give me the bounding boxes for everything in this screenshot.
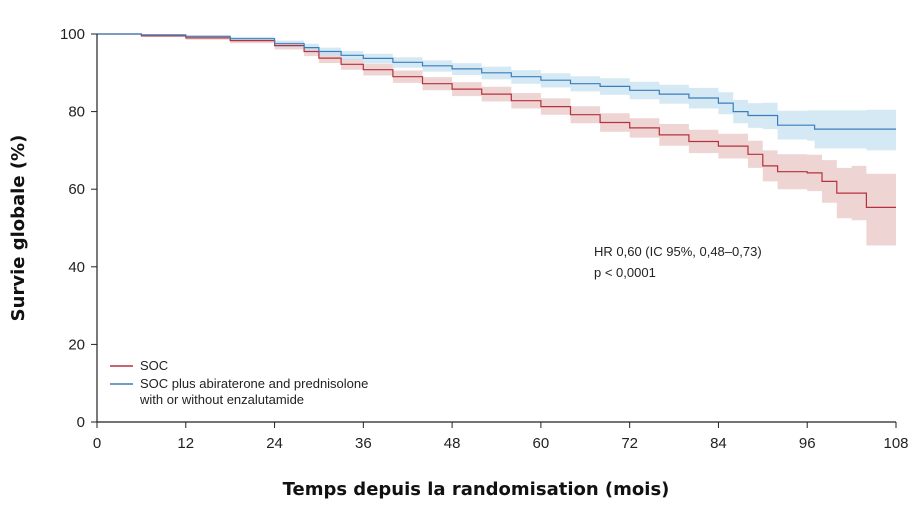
y-tick-label: 0 [77,414,85,431]
x-tick-label: 60 [533,435,550,452]
x-tick-label: 72 [621,435,638,452]
legend: SOC SOC plus abiraterone and prednisolon… [110,358,372,407]
survival-curves [97,33,896,208]
legend-label-line-2: with or without enzalutamide [139,392,304,407]
annotations: HR 0,60 (IC 95%, 0,48–0,73) p < 0,0001 [594,244,762,280]
hazard-ratio-annotation: HR 0,60 (IC 95%, 0,48–0,73) [594,244,762,259]
legend-label-soc-plus-abiraterone: SOC plus abiraterone and prednisolone wi… [139,376,372,407]
legend-label-line-1: SOC plus abiraterone and prednisolone [140,376,368,391]
p-value-annotation: p < 0,0001 [594,265,656,280]
x-tick-label: 36 [355,435,372,452]
y-tick-label: 80 [68,104,85,121]
y-tick-label: 100 [60,26,85,43]
y-tick-label: 60 [68,181,85,198]
x-tick-label: 0 [93,435,101,452]
confidence-band-series-0 [97,34,896,246]
x-axis-title: Temps depuis la randomisation (mois) [283,479,670,500]
axes: 0 12 24 36 48 60 72 84 96 108 0 20 40 60 80 100 [60,26,909,452]
x-tick-label: 48 [444,435,461,452]
y-tick-label: 20 [68,336,85,353]
x-tick-label: 108 [883,435,908,452]
y-tick-label: 40 [68,259,85,276]
survival-line-series-1 [97,33,896,130]
x-tick-label: 84 [710,435,727,452]
confidence-bands [97,34,896,246]
y-axis-title: Survie globale (%) [8,135,29,322]
x-tick-label: 24 [266,435,283,452]
confidence-band-series-1 [97,34,896,151]
x-tick-label: 96 [799,435,816,452]
legend-label-soc: SOC [140,358,168,373]
x-tick-label: 12 [177,435,194,452]
y-ticks: 0 20 40 60 80 100 [60,26,97,431]
x-ticks: 0 12 24 36 48 60 72 84 96 108 [93,422,909,452]
